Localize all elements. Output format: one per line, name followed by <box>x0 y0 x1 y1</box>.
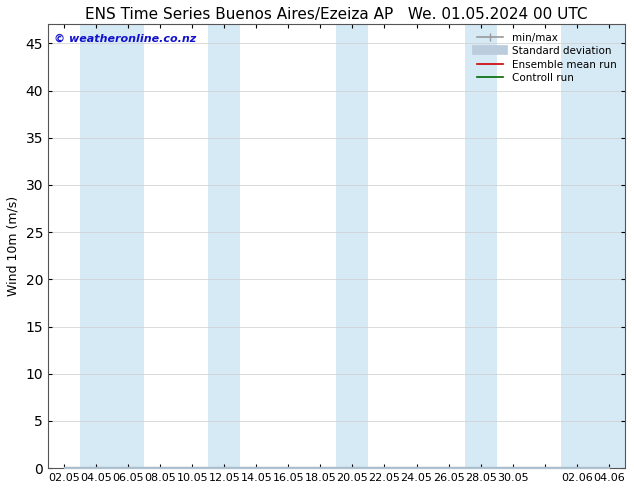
Text: © weatheronline.co.nz: © weatheronline.co.nz <box>54 33 196 44</box>
Bar <box>80 24 144 468</box>
Y-axis label: Wind 10m (m/s): Wind 10m (m/s) <box>7 196 20 296</box>
Bar <box>337 24 368 468</box>
Legend: min/max, Standard deviation, Ensemble mean run, Controll run: min/max, Standard deviation, Ensemble me… <box>474 30 619 86</box>
Bar <box>560 24 625 468</box>
Bar <box>465 24 496 468</box>
Title: ENS Time Series Buenos Aires/Ezeiza AP   We. 01.05.2024 00 UTC: ENS Time Series Buenos Aires/Ezeiza AP W… <box>85 7 588 22</box>
Bar <box>208 24 240 468</box>
